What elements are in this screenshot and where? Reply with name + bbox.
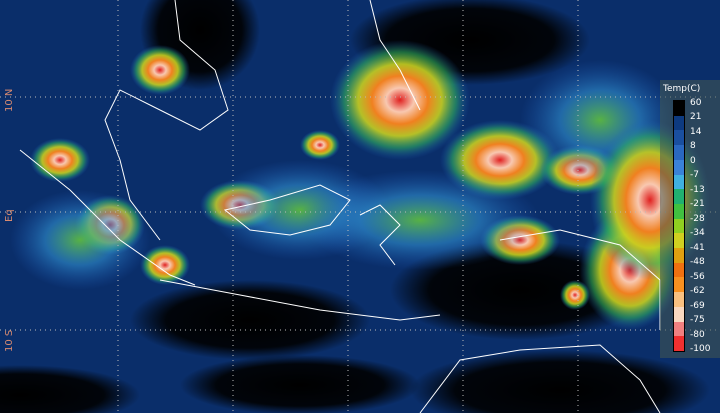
legend-swatch: [674, 203, 684, 219]
convective-cloud: [330, 40, 470, 160]
legend-swatch: [674, 336, 684, 351]
cloud-band: [10, 190, 150, 290]
convective-cloud: [130, 45, 190, 95]
legend-swatch: [674, 262, 684, 278]
legend-ticks: 60 21 14 8 0 -7 -13 -21 -28 -34 -41 -48 -56 -62 -69 -75…: [690, 98, 710, 354]
legend-swatch: [674, 159, 684, 175]
clear-sky-region: [0, 365, 140, 413]
legend-tick-label: 14: [690, 126, 702, 137]
legend-tick-label: -7: [690, 170, 699, 181]
legend-tick-label: -48: [690, 257, 705, 268]
legend-tick-label: -34: [690, 228, 705, 239]
convective-cloud: [140, 245, 190, 285]
convective-cloud: [300, 130, 340, 160]
legend-tick-label: 0: [690, 155, 696, 166]
legend-tick-label: -28: [690, 213, 705, 224]
legend-swatch: [674, 277, 684, 293]
legend-tick-label: -69: [690, 300, 705, 311]
legend-swatch: [674, 218, 684, 234]
legend-swatch: [674, 189, 684, 204]
legend-swatch: [674, 292, 684, 307]
cloud-band: [300, 170, 540, 270]
cloud-blobs: [10, 40, 710, 330]
coastline-australia: [419, 344, 661, 413]
latitude-label-eq: Eq: [4, 209, 15, 222]
coastline-sumatra: [19, 149, 196, 286]
legend-swatch: [674, 321, 684, 337]
coastline-philippines: [369, 0, 421, 111]
legend-swatch: [674, 145, 684, 160]
legend-tick-label: -100: [690, 343, 711, 354]
legend-swatch: [674, 248, 684, 263]
legend-tick-label: -56: [690, 271, 705, 282]
legend-swatch: [674, 233, 684, 249]
temperature-legend: Temp(C) 60 21 14 8 0 -7 -13 -21 -28 -34 -41 -48 -56 -…: [660, 80, 720, 358]
convective-cloud: [560, 280, 590, 310]
coastline-java-nusa: [159, 279, 441, 321]
legend-tick-label: -41: [690, 242, 705, 253]
convective-cloud: [30, 138, 90, 182]
legend-swatch: [674, 306, 684, 322]
coastlines: [19, 0, 661, 413]
legend-swatch: [674, 101, 684, 116]
coastline-mainland: [104, 0, 229, 241]
coastline-sulawesi: [359, 204, 401, 266]
legend-tick-label: -80: [690, 329, 705, 340]
latitude-label-10s: 10 S: [4, 329, 15, 352]
legend-tick-label: 21: [690, 112, 702, 123]
clear-sky-region: [130, 280, 370, 360]
legend-tick-label: -75: [690, 315, 705, 326]
legend-title: Temp(C): [663, 84, 701, 94]
clear-sky-region: [180, 355, 420, 413]
legend-colorbar: [673, 100, 685, 352]
legend-tick-label: -13: [690, 184, 705, 195]
legend-swatch: [674, 115, 684, 131]
legend-tick-label: -21: [690, 199, 705, 210]
legend-swatch: [674, 174, 684, 190]
clear-sky-region: [410, 350, 710, 413]
latitude-label-10n: 10 N: [4, 88, 15, 112]
legend-tick-label: 8: [690, 141, 696, 152]
legend-tick-label: -62: [690, 286, 705, 297]
legend-swatch: [674, 130, 684, 146]
legend-tick-label: 60: [690, 98, 702, 108]
